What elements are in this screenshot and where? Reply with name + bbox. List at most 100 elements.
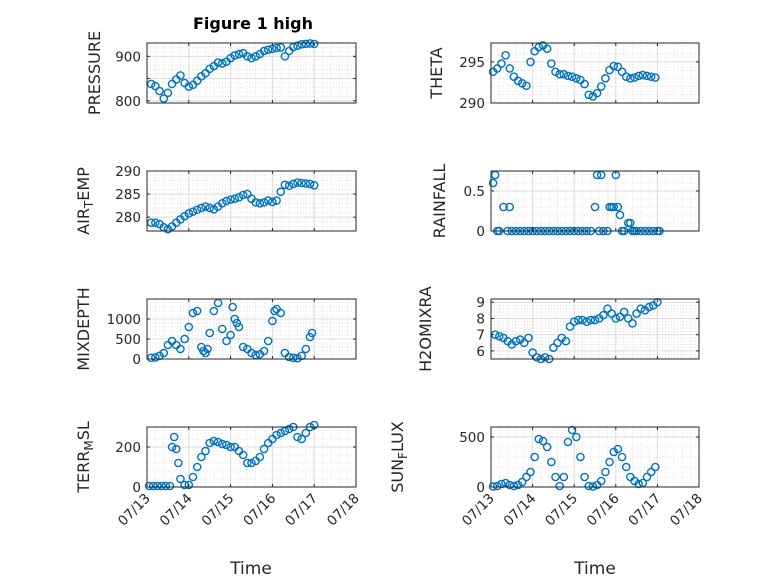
data-point bbox=[153, 481, 162, 491]
plot-area bbox=[491, 171, 699, 231]
data-point bbox=[623, 314, 633, 323]
data-point bbox=[561, 336, 571, 346]
data-point bbox=[222, 196, 231, 206]
data-point bbox=[488, 178, 498, 188]
x-axis-label-right: Time bbox=[573, 559, 616, 579]
data-point bbox=[217, 439, 227, 449]
data-point bbox=[268, 316, 277, 326]
y-axis-label: AIRTEMP bbox=[74, 167, 96, 235]
data-point bbox=[555, 69, 564, 79]
x-tick-label: 07/14 bbox=[157, 491, 196, 530]
data-point bbox=[176, 344, 185, 354]
data-point bbox=[201, 202, 210, 211]
data-point bbox=[551, 472, 560, 482]
data-point bbox=[555, 481, 564, 491]
data-point bbox=[651, 73, 660, 82]
data-point bbox=[222, 440, 231, 450]
data-point bbox=[547, 457, 556, 467]
data-point bbox=[576, 452, 585, 462]
data-point bbox=[251, 52, 260, 61]
data-point bbox=[297, 178, 306, 188]
axes-box bbox=[146, 426, 357, 488]
data-point bbox=[565, 322, 575, 331]
data-point bbox=[272, 430, 281, 440]
data-point bbox=[646, 467, 656, 477]
data-point bbox=[542, 44, 552, 54]
data-point bbox=[522, 81, 531, 91]
data-point bbox=[509, 481, 519, 491]
data-point bbox=[203, 344, 212, 354]
data-point bbox=[238, 450, 248, 460]
data-point bbox=[307, 328, 317, 338]
y-tick-label: 8 bbox=[476, 311, 485, 327]
y-tick-label: 0 bbox=[476, 224, 485, 240]
data-point bbox=[621, 462, 631, 472]
data-point bbox=[228, 302, 237, 312]
data-point bbox=[263, 45, 273, 54]
y-axis-label: MIXDEPTH bbox=[74, 287, 93, 370]
data-point bbox=[276, 43, 286, 52]
x-tick-label: 07/15 bbox=[542, 491, 581, 530]
data-point bbox=[517, 78, 527, 88]
axes-box bbox=[490, 426, 700, 488]
data-point bbox=[492, 64, 502, 73]
data-point bbox=[617, 452, 627, 462]
y-tick-label: 1000 bbox=[107, 312, 141, 328]
data-point bbox=[263, 336, 273, 346]
data-point bbox=[563, 437, 573, 447]
data-point bbox=[157, 481, 166, 491]
data-point bbox=[511, 336, 521, 346]
y-axis-label: SUNFLUX bbox=[388, 421, 410, 493]
data-point bbox=[288, 179, 298, 189]
data-point bbox=[519, 338, 529, 348]
data-point bbox=[596, 476, 606, 486]
data-point bbox=[146, 79, 156, 89]
data-point bbox=[151, 218, 160, 227]
y-tick-label: 500 bbox=[115, 332, 141, 348]
data-point bbox=[534, 434, 544, 444]
y-tick-label: 295 bbox=[459, 55, 485, 71]
data-point bbox=[184, 82, 194, 91]
y-axis-label: PRESSURE bbox=[85, 31, 104, 115]
data-point bbox=[492, 481, 502, 491]
data-point bbox=[630, 73, 639, 82]
data-point bbox=[524, 333, 533, 343]
data-point bbox=[238, 342, 248, 352]
data-point bbox=[268, 197, 277, 207]
subplot-theta: 290 295 THETA bbox=[427, 41, 700, 112]
data-point bbox=[632, 309, 641, 318]
x-tick-label: 07/18 bbox=[667, 491, 706, 530]
data-point bbox=[280, 180, 290, 190]
data-point bbox=[559, 472, 569, 482]
data-point bbox=[197, 203, 206, 213]
data-point bbox=[276, 428, 286, 438]
data-point bbox=[495, 331, 504, 341]
data-point bbox=[146, 353, 156, 363]
data-point bbox=[505, 64, 515, 73]
data-point bbox=[580, 472, 589, 482]
data-point bbox=[144, 481, 154, 491]
data-point bbox=[605, 457, 614, 467]
subplot-air_temp: 280 285 290 AIRTEMP bbox=[74, 164, 357, 235]
axes-box bbox=[490, 170, 700, 232]
data-point bbox=[626, 218, 635, 228]
subplot-rainfall: 0 0.5 RAINFALL bbox=[430, 164, 700, 240]
data-point bbox=[293, 353, 302, 363]
data-point bbox=[167, 442, 177, 452]
data-point bbox=[305, 179, 315, 189]
data-point bbox=[159, 94, 169, 103]
data-point bbox=[301, 39, 311, 49]
data-point bbox=[513, 76, 523, 86]
data-point bbox=[613, 62, 623, 72]
data-point bbox=[297, 40, 306, 49]
data-point bbox=[609, 61, 619, 71]
axes-box bbox=[146, 170, 357, 232]
data-point bbox=[297, 434, 306, 444]
data-point bbox=[288, 353, 298, 363]
data-point bbox=[205, 438, 214, 448]
y-tick-label: 500 bbox=[459, 430, 485, 446]
data-point bbox=[293, 432, 302, 442]
data-point bbox=[505, 480, 515, 490]
data-point bbox=[584, 481, 594, 491]
x-tick-label: 07/15 bbox=[199, 491, 238, 530]
